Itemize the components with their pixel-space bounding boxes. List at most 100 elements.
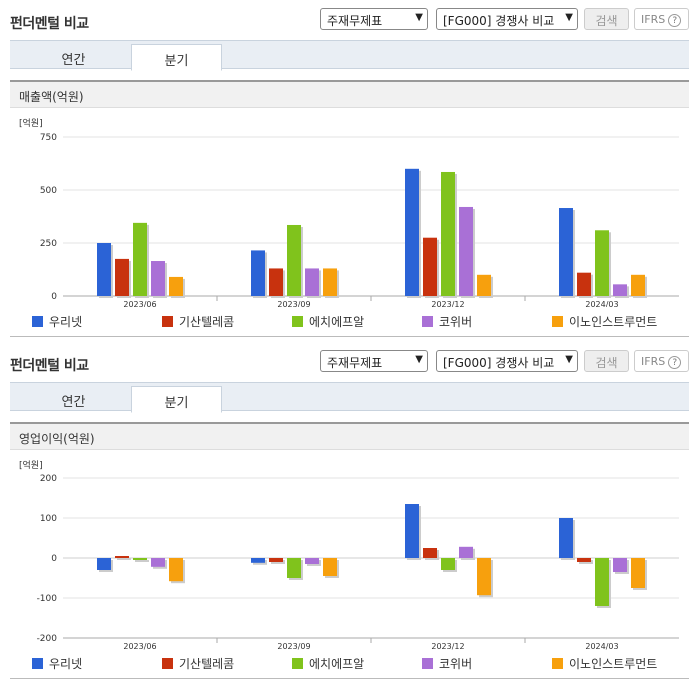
legend-item[interactable]: 기산텔레콤 bbox=[162, 655, 234, 672]
bar[interactable] bbox=[251, 558, 265, 563]
x-tick-label: 2023/09 bbox=[277, 300, 310, 307]
bar[interactable] bbox=[287, 558, 301, 578]
bar[interactable] bbox=[287, 224, 301, 296]
bar[interactable] bbox=[97, 243, 111, 296]
tab-quarterly[interactable]: 분기 bbox=[131, 44, 222, 71]
legend-label: 우리넷 bbox=[49, 315, 83, 329]
bar[interactable] bbox=[323, 558, 337, 576]
bar[interactable] bbox=[477, 274, 491, 296]
bar[interactable] bbox=[97, 558, 111, 570]
fundamental-panel-operating-profit: 펀더멘털 비교 주재무제표 ▼ [FG000] 경쟁사 비교 ▼ 검색 IFRS… bbox=[0, 342, 696, 684]
legend-item[interactable]: 코위버 bbox=[422, 655, 472, 672]
bar[interactable] bbox=[115, 556, 129, 558]
chevron-down-icon: ▼ bbox=[415, 354, 423, 365]
period-tabs: 연간 분기 bbox=[10, 382, 689, 413]
bar[interactable] bbox=[133, 558, 147, 560]
bar[interactable] bbox=[441, 171, 455, 296]
x-tick-label: 2023/12 bbox=[431, 300, 464, 307]
y-tick-label: 0 bbox=[51, 292, 57, 302]
bar[interactable] bbox=[169, 276, 183, 296]
question-icon: ? bbox=[668, 356, 682, 369]
bar[interactable] bbox=[559, 208, 573, 296]
legend-swatch bbox=[292, 658, 303, 669]
compare-select[interactable]: [FG000] 경쟁사 비교 ▼ bbox=[436, 350, 578, 372]
panel-title: 펀더멘털 비교 bbox=[10, 16, 89, 32]
bar[interactable] bbox=[423, 548, 437, 558]
tab-annual[interactable]: 연간 bbox=[61, 53, 86, 68]
bar[interactable] bbox=[269, 268, 283, 296]
legend-swatch bbox=[32, 658, 43, 669]
chart-legend: 우리넷 기산텔레콤 에치에프알 코위버 이노인스트루먼트 bbox=[10, 655, 689, 675]
chevron-down-icon: ▼ bbox=[565, 354, 573, 365]
panel-title: 펀더멘털 비교 bbox=[10, 358, 89, 374]
bar[interactable] bbox=[613, 558, 627, 572]
legend-swatch bbox=[32, 316, 43, 327]
chevron-down-icon: ▼ bbox=[565, 12, 573, 23]
bar[interactable] bbox=[251, 250, 265, 296]
search-button[interactable]: 검색 bbox=[584, 8, 629, 30]
x-tick-label: 2023/06 bbox=[123, 300, 156, 307]
bar[interactable] bbox=[477, 558, 491, 596]
bar[interactable] bbox=[459, 206, 473, 296]
bar[interactable] bbox=[323, 268, 337, 296]
compare-select[interactable]: [FG000] 경쟁사 비교 ▼ bbox=[436, 8, 578, 30]
sales-bar-chart: [억원] 0 250 500 750 2023/06 2023/09 2023/12 2024/… bbox=[19, 117, 679, 307]
bar[interactable] bbox=[133, 222, 147, 296]
legend-label: 에치에프알 bbox=[309, 315, 365, 329]
bar[interactable] bbox=[423, 237, 437, 296]
legend-item[interactable]: 기산텔레콤 bbox=[162, 313, 234, 330]
legend-item[interactable]: 에치에프알 bbox=[292, 313, 364, 330]
legend-label: 에치에프알 bbox=[309, 657, 365, 671]
legend-item[interactable]: 이노인스트루먼트 bbox=[552, 313, 657, 330]
bar[interactable] bbox=[305, 558, 319, 564]
compare-select-value: [FG000] 경쟁사 비교 bbox=[443, 14, 555, 28]
legend-item[interactable]: 코위버 bbox=[422, 313, 472, 330]
bar[interactable] bbox=[441, 558, 455, 570]
ifrs-help-button[interactable]: IFRS? bbox=[634, 8, 689, 30]
legend-item[interactable]: 에치에프알 bbox=[292, 655, 364, 672]
period-tabs: 연간 분기 bbox=[10, 40, 689, 71]
search-button[interactable]: 검색 bbox=[584, 350, 629, 372]
tab-quarterly[interactable]: 분기 bbox=[131, 386, 222, 413]
y-tick-label: 750 bbox=[40, 133, 57, 143]
bar[interactable] bbox=[577, 272, 591, 296]
legend-swatch bbox=[422, 658, 433, 669]
chart-legend: 우리넷 기산텔레콤 에치에프알 코위버 이노인스트루먼트 bbox=[10, 313, 689, 333]
bar[interactable] bbox=[613, 284, 627, 296]
statement-select-value: 주재무제표 bbox=[327, 14, 383, 28]
ifrs-help-button[interactable]: IFRS? bbox=[634, 350, 689, 372]
x-tick-label: 2024/03 bbox=[585, 300, 618, 307]
bar[interactable] bbox=[631, 558, 645, 588]
bar[interactable] bbox=[405, 168, 419, 296]
legend-item[interactable]: 이노인스트루먼트 bbox=[552, 655, 657, 672]
y-tick-label: -100 bbox=[37, 594, 58, 604]
y-tick-label: 500 bbox=[40, 186, 57, 196]
bar[interactable] bbox=[405, 504, 419, 558]
fundamental-panel-sales: 펀더멘털 비교 주재무제표 ▼ [FG000] 경쟁사 비교 ▼ 검색 IFRS… bbox=[0, 0, 696, 340]
bar[interactable] bbox=[459, 546, 473, 558]
ifrs-label: IFRS bbox=[641, 355, 666, 368]
bar[interactable] bbox=[269, 558, 283, 562]
ifrs-label: IFRS bbox=[641, 13, 666, 26]
bar[interactable] bbox=[595, 230, 609, 296]
bar[interactable] bbox=[559, 518, 573, 558]
bar[interactable] bbox=[577, 558, 591, 562]
x-tick-label: 2023/09 bbox=[277, 642, 310, 651]
bar[interactable] bbox=[115, 258, 129, 296]
bar[interactable] bbox=[151, 261, 165, 296]
bar[interactable] bbox=[305, 268, 319, 296]
bar[interactable] bbox=[151, 558, 165, 567]
bar[interactable] bbox=[631, 274, 645, 296]
tab-annual[interactable]: 연간 bbox=[61, 395, 86, 410]
divider bbox=[10, 336, 689, 337]
statement-select[interactable]: 주재무제표 ▼ bbox=[320, 350, 428, 372]
statement-select[interactable]: 주재무제표 ▼ bbox=[320, 8, 428, 30]
legend-item[interactable]: 우리넷 bbox=[32, 313, 82, 330]
operating-profit-bar-chart: [억원] -200 -100 0 100 200 2023/06 2023/09 2023/12… bbox=[19, 459, 679, 651]
legend-item[interactable]: 우리넷 bbox=[32, 655, 82, 672]
question-icon: ? bbox=[668, 14, 682, 27]
bar[interactable] bbox=[595, 558, 609, 606]
y-tick-label: -200 bbox=[37, 634, 58, 644]
bar[interactable] bbox=[169, 558, 183, 582]
x-tick-label: 2023/06 bbox=[123, 642, 156, 651]
